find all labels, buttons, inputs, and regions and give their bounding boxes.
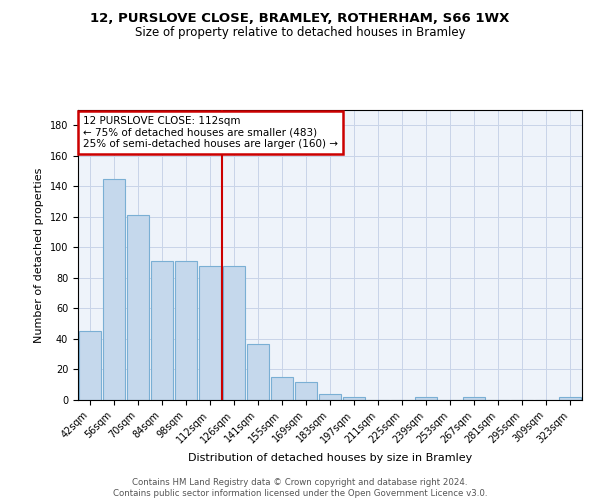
Bar bbox=[343, 397, 365, 400]
Bar bbox=[199, 266, 221, 400]
Bar bbox=[127, 216, 149, 400]
Bar bbox=[295, 382, 317, 400]
Text: Size of property relative to detached houses in Bramley: Size of property relative to detached ho… bbox=[134, 26, 466, 39]
Bar bbox=[415, 397, 437, 400]
Bar bbox=[559, 397, 581, 400]
Bar bbox=[463, 397, 485, 400]
Y-axis label: Number of detached properties: Number of detached properties bbox=[34, 168, 44, 342]
Bar bbox=[271, 377, 293, 400]
Text: 12, PURSLOVE CLOSE, BRAMLEY, ROTHERHAM, S66 1WX: 12, PURSLOVE CLOSE, BRAMLEY, ROTHERHAM, … bbox=[91, 12, 509, 26]
Text: 12 PURSLOVE CLOSE: 112sqm
← 75% of detached houses are smaller (483)
25% of semi: 12 PURSLOVE CLOSE: 112sqm ← 75% of detac… bbox=[83, 116, 338, 149]
Bar bbox=[247, 344, 269, 400]
Bar bbox=[223, 266, 245, 400]
Bar bbox=[319, 394, 341, 400]
Text: Contains HM Land Registry data © Crown copyright and database right 2024.
Contai: Contains HM Land Registry data © Crown c… bbox=[113, 478, 487, 498]
X-axis label: Distribution of detached houses by size in Bramley: Distribution of detached houses by size … bbox=[188, 453, 472, 463]
Bar bbox=[79, 332, 101, 400]
Bar bbox=[151, 261, 173, 400]
Bar bbox=[103, 178, 125, 400]
Bar bbox=[175, 261, 197, 400]
